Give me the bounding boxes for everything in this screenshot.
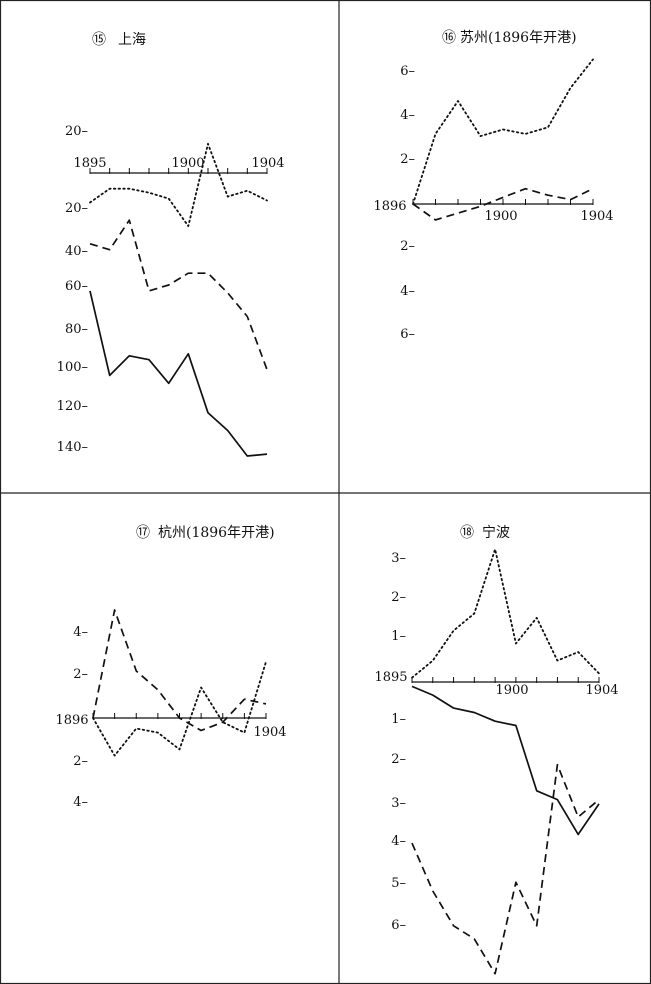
y-tick-label: 4– [400, 284, 415, 299]
chart-title: 苏州(1896年开港) [460, 30, 577, 46]
y-tick-label: 2– [73, 667, 88, 682]
y-tick-label: 1– [391, 629, 406, 644]
y-tick-label: 20– [65, 201, 88, 216]
x-tick-label: 1895 [374, 670, 407, 685]
y-tick-label: 4– [73, 625, 88, 640]
chart-panel-hangzhou: ⑰ 杭州(1896年开港) 1896 1904 4– 2– 2– 4– [55, 525, 286, 810]
x-tick-label: 1904 [585, 683, 618, 698]
y-tick-label: 3– [391, 796, 406, 811]
y-tick-label: 100– [57, 360, 88, 375]
chart-panel-shanghai: ⑮ 上海 1895 1900 1904 20– 20– 40– 60– 80– 100– 120– 14… [57, 32, 285, 457]
series-line-solid [89, 290, 268, 457]
y-tick-label: 2– [400, 239, 415, 254]
y-tick-label: 140– [57, 440, 88, 455]
series-line-dashed [92, 609, 267, 732]
chart-title: 杭州(1896年开港) [158, 525, 275, 541]
series-line-dashed [411, 763, 600, 975]
chart-title: 上海 [118, 32, 146, 48]
chart-title: 宁波 [482, 524, 510, 541]
series-line-dotted [412, 58, 594, 205]
series-line-dashed [412, 187, 594, 221]
y-tick-label: 60– [65, 279, 88, 294]
x-tick-label: 1900 [495, 683, 528, 698]
series-line-dotted [92, 660, 267, 757]
x-tick-label: 1896 [373, 199, 406, 214]
series-line-solid [411, 685, 600, 836]
y-tick-label: 2– [400, 152, 415, 167]
y-tick-label: 4– [73, 795, 88, 810]
y-tick-label: 80– [65, 322, 88, 337]
chart-index-mark: ⑰ [136, 525, 150, 541]
x-tick-label: 1904 [253, 725, 286, 740]
series-line-dotted [411, 548, 600, 679]
y-tick-label: 6– [400, 64, 415, 79]
chart-panel-suzhou: ⑯ 苏州(1896年开港) 1896 1900 1904 6– 4– 2– 2– 4– 6– [373, 30, 613, 342]
x-tick-label: 1895 [73, 156, 106, 171]
x-tick-label: 1904 [251, 156, 284, 171]
x-tick-label: 1900 [484, 209, 517, 224]
y-tick-label: 20– [65, 124, 88, 139]
y-tick-label: 40– [65, 244, 88, 259]
series-line-dashed [89, 219, 268, 370]
series-line-dotted [89, 142, 268, 228]
chart-index-mark: ⑮ [92, 32, 106, 48]
x-tick-label: 1896 [55, 713, 88, 728]
chart-index-mark: ⑱ [460, 525, 474, 541]
chart-panel-ningbo: ⑱ 宁波 1895 1900 1904 3– 2– 1– 1– 2– 3– 4– 5– 6– [374, 524, 619, 975]
chart-index-mark: ⑯ [442, 30, 456, 46]
y-tick-label: 6– [400, 327, 415, 342]
x-tick-label: 1900 [171, 156, 204, 171]
y-tick-label: 2– [391, 590, 406, 605]
x-tick-label: 1904 [580, 209, 613, 224]
y-tick-label: 4– [400, 108, 415, 123]
y-tick-label: 120– [57, 399, 88, 414]
y-tick-label: 5– [391, 876, 406, 891]
y-tick-label: 1– [391, 712, 406, 727]
y-tick-label: 3– [391, 551, 406, 566]
y-tick-label: 2– [391, 752, 406, 767]
y-tick-label: 2– [73, 754, 88, 769]
y-tick-label: 4– [391, 834, 406, 849]
y-tick-label: 6– [391, 918, 406, 933]
